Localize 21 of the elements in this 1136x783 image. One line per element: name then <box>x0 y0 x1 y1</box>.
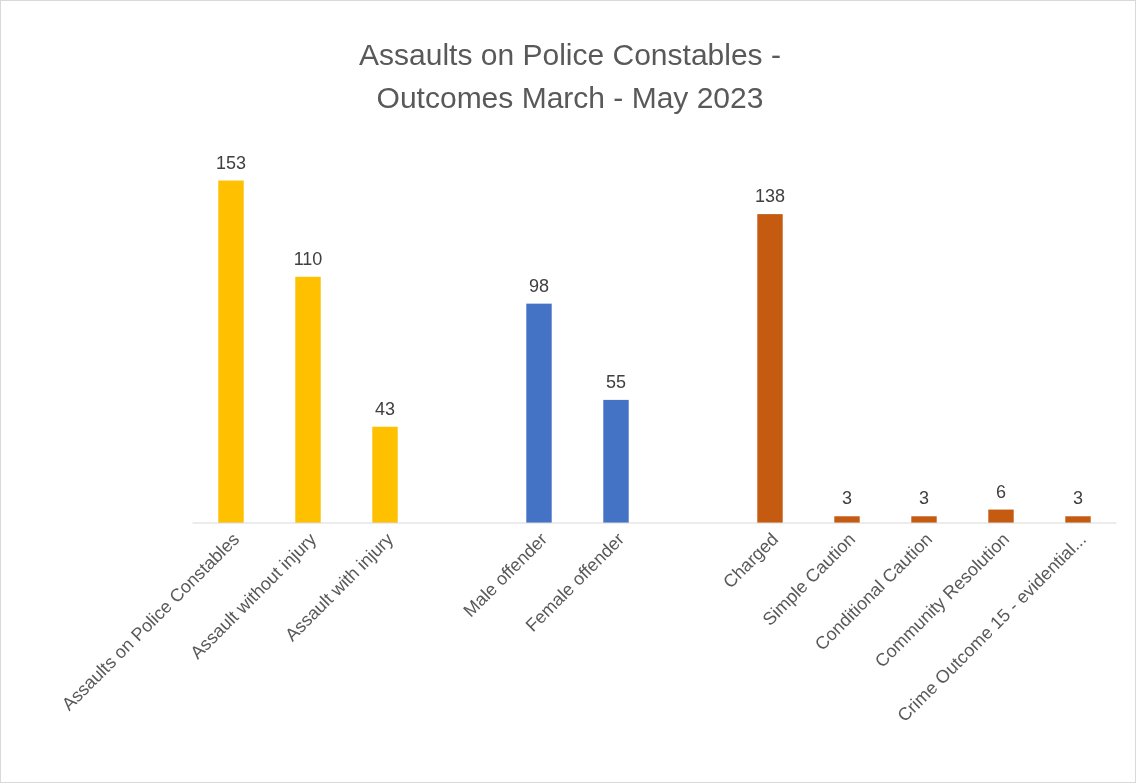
bar <box>295 276 321 523</box>
data-label: 6 <box>995 481 1007 502</box>
data-label: 55 <box>605 371 627 392</box>
chart-title: Assaults on Police Constables - Outcomes March - May 2023 <box>359 38 781 114</box>
bar <box>1065 516 1091 523</box>
bar <box>526 303 552 523</box>
bar <box>988 509 1014 523</box>
data-label: 110 <box>293 248 323 269</box>
bar <box>372 426 398 523</box>
data-label: 153 <box>215 152 247 173</box>
bar <box>603 399 629 523</box>
bar <box>757 214 783 523</box>
bar <box>218 180 244 523</box>
data-label: 3 <box>918 488 930 509</box>
data-label: 98 <box>528 275 550 296</box>
data-label: 3 <box>1072 488 1084 509</box>
data-label: 138 <box>754 186 786 207</box>
data-label: 3 <box>841 488 853 509</box>
bar <box>834 516 860 523</box>
bar <box>911 516 937 523</box>
data-label: 43 <box>374 398 396 419</box>
